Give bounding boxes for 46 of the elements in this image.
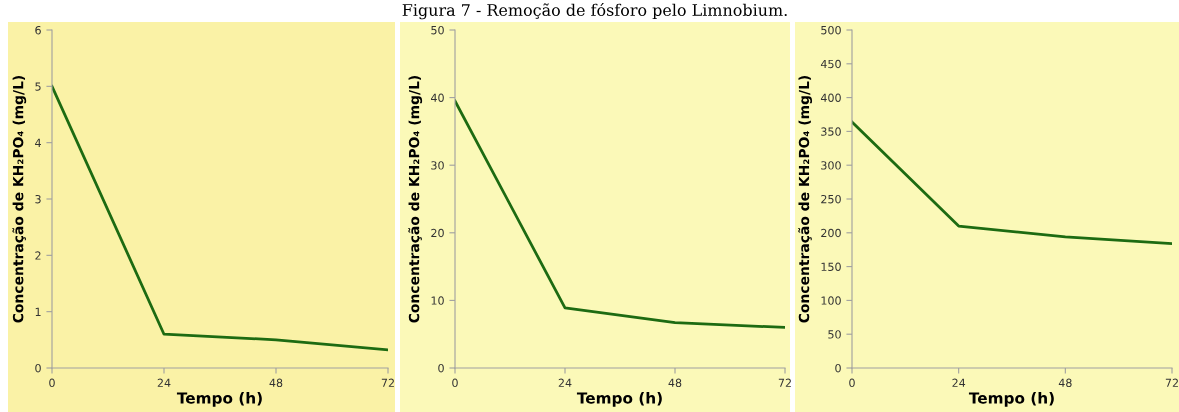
chart-title: Figura 7 - Remoção de fósforo pelo Limnobium. — [402, 3, 787, 20]
x-tick-label: 48 — [668, 378, 682, 388]
x-tick-label: 0 — [452, 378, 458, 388]
y-tick-label: 100 — [821, 296, 841, 305]
y-tick-label: 350 — [821, 127, 841, 136]
y-tick-label: 150 — [821, 262, 841, 271]
y-tick-label: 50 — [431, 25, 444, 35]
y-tick-label: 450 — [820, 59, 841, 69]
x-tick-label: 72 — [1165, 378, 1178, 387]
line-series — [455, 99, 785, 329]
y-axis-title: Concentração de KH₂PO₄ (mg/L) — [408, 75, 423, 323]
y-tick-label: 500 — [821, 25, 841, 35]
y-tick-label: 5 — [35, 82, 41, 91]
y-tick-label: 200 — [821, 228, 841, 238]
y-tick-label: 3 — [35, 194, 41, 204]
x-tick-label: 24 — [952, 378, 966, 387]
line-series — [52, 84, 388, 352]
x-tick-label: 0 — [849, 378, 855, 388]
y-tick-label: 250 — [821, 194, 841, 204]
y-tick-label: 0 — [438, 363, 444, 373]
x-tick-label: 72 — [381, 378, 394, 387]
y-tick-label: 40 — [430, 93, 444, 102]
x-tick-label: 24 — [157, 378, 171, 387]
y-tick-label: 2 — [35, 251, 41, 260]
y-tick-label: 400 — [820, 93, 841, 102]
x-tick-label: 0 — [49, 378, 55, 388]
y-tick-label: 300 — [821, 161, 841, 170]
y-tick-label: 1 — [35, 307, 41, 316]
x-tick-label: 48 — [1058, 378, 1072, 388]
line-series — [852, 120, 1172, 246]
y-tick-label: 6 — [35, 25, 41, 35]
y-tick-label: 20 — [431, 228, 444, 238]
y-tick-label: 0 — [35, 363, 41, 373]
x-axis-title: Tempo (h) — [176, 391, 262, 407]
x-axis-title: Tempo (h) — [968, 391, 1054, 407]
y-axis-title: Concentração de KH₂PO₄ (mg/L) — [798, 75, 813, 323]
y-tick-label: 50 — [828, 330, 841, 339]
x-axis-title: Tempo (h) — [576, 391, 662, 407]
x-tick-label: 48 — [269, 378, 283, 388]
y-axis-title: Concentração de KH₂PO₄ (mg/L) — [12, 75, 27, 323]
y-tick-label: 4 — [35, 138, 41, 147]
y-tick-label: 10 — [431, 296, 444, 305]
x-tick-label: 24 — [558, 378, 572, 387]
x-tick-label: 72 — [778, 378, 791, 387]
y-tick-label: 0 — [835, 363, 841, 373]
y-tick-label: 30 — [431, 161, 444, 170]
